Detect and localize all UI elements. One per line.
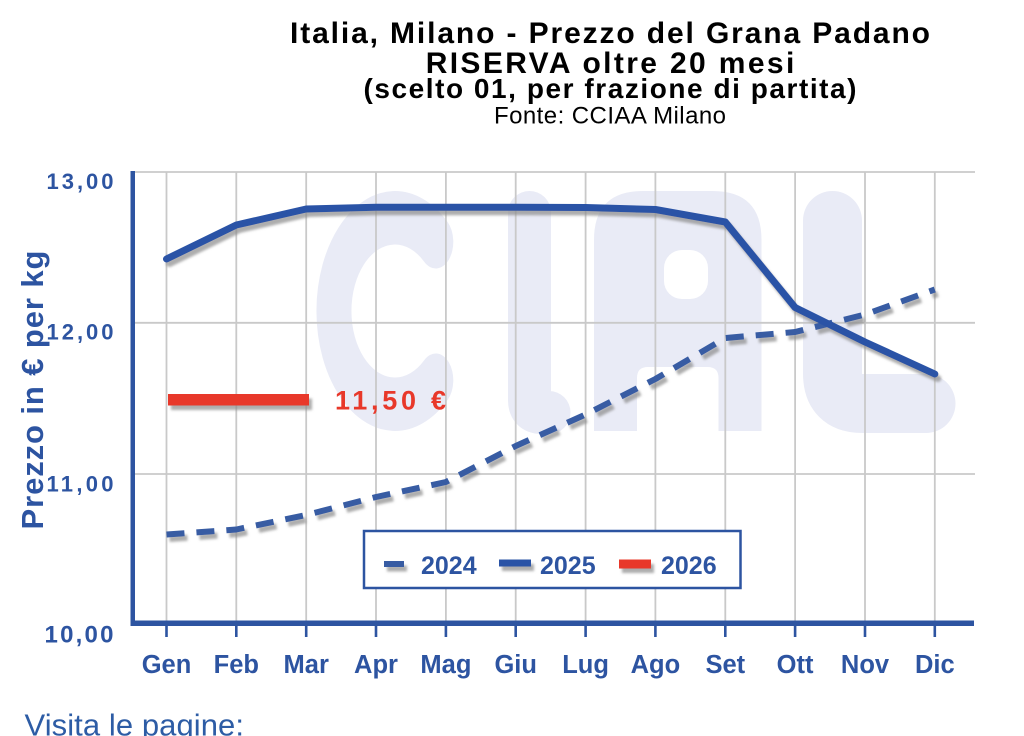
svg-text:11,00: 11,00 <box>47 472 114 497</box>
svg-text:Ago: Ago <box>631 651 681 679</box>
svg-text:Gen: Gen <box>142 651 192 679</box>
svg-text:Apr: Apr <box>354 651 398 679</box>
svg-text:Mag: Mag <box>420 651 471 679</box>
svg-text:2025: 2025 <box>540 552 596 580</box>
svg-text:10,00: 10,00 <box>45 622 114 649</box>
svg-text:2026: 2026 <box>661 552 717 580</box>
svg-text:Nov: Nov <box>841 651 890 679</box>
svg-text:12,00: 12,00 <box>47 320 114 345</box>
svg-text:Set: Set <box>705 651 745 679</box>
svg-text:Fonte: CCIAA Milano: Fonte: CCIAA Milano <box>494 103 726 130</box>
svg-text:RISERVA oltre 20 mesi: RISERVA oltre 20 mesi <box>426 47 795 80</box>
svg-text:Visita le pagine:: Visita le pagine: <box>25 708 245 736</box>
svg-text:Italia, Milano - Prezzo del Gr: Italia, Milano - Prezzo del Grana Padano <box>290 17 930 50</box>
svg-text:Giu: Giu <box>494 651 537 679</box>
svg-text:Ott: Ott <box>777 651 814 679</box>
svg-text:2024: 2024 <box>421 552 477 580</box>
svg-text:13,00: 13,00 <box>47 169 114 194</box>
svg-text:Mar: Mar <box>284 651 329 679</box>
svg-text:Lug: Lug <box>562 651 609 679</box>
svg-text:Prezzo in € per kg: Prezzo in € per kg <box>15 251 50 530</box>
svg-text:Dic: Dic <box>915 651 955 679</box>
svg-text:(scelto 01, per frazione di pa: (scelto 01, per frazione di partita) <box>364 73 857 104</box>
svg-text:Feb: Feb <box>214 651 259 679</box>
